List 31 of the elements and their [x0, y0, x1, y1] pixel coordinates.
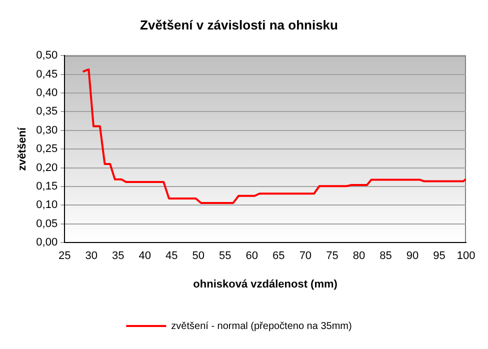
y-tick-label: 0,25 [36, 143, 58, 156]
x-tick-label: 30 [85, 250, 98, 262]
x-tick-label: 70 [299, 250, 312, 262]
x-tick-label: 95 [433, 250, 446, 262]
x-tick-label: 75 [326, 250, 338, 262]
x-tick-label: 35 [112, 250, 124, 262]
y-tick-label: 0,05 [36, 218, 58, 230]
x-tick-label: 40 [138, 250, 152, 262]
y-tick-label: 0,30 [36, 124, 58, 136]
y-tick-label: 0,50 [36, 50, 58, 62]
y-tick-label: 0,20 [36, 162, 58, 174]
x-tick-label: 55 [219, 250, 232, 262]
x-tick-label: 60 [246, 250, 258, 262]
chart-title: Zvětšení v závislosti na ohnisku [140, 17, 338, 32]
x-tick-label: 50 [192, 250, 205, 262]
x-axis-title: ohnisková vzdálenost (mm) [193, 278, 338, 290]
y-tick-label: 0,00 [36, 236, 58, 249]
x-tick-label: 100 [456, 250, 476, 262]
x-tick-label: 80 [352, 250, 366, 262]
y-tick-label: 0,15 [36, 180, 58, 193]
y-axis-title: zvětšení [16, 126, 29, 171]
x-tick-label: 65 [272, 250, 285, 262]
y-tick-label: 0,35 [36, 106, 58, 118]
x-tick-label: 90 [406, 250, 419, 262]
x-tick-label: 25 [58, 250, 71, 262]
legend-label: zvětšení - normal (přepočteno na 35mm) [171, 320, 352, 332]
y-tick-label: 0,10 [36, 199, 58, 212]
y-tick-label: 0,45 [36, 68, 58, 80]
x-tick-label: 45 [166, 250, 178, 262]
y-tick-label: 0,40 [36, 87, 58, 100]
x-tick-label: 85 [380, 250, 392, 262]
